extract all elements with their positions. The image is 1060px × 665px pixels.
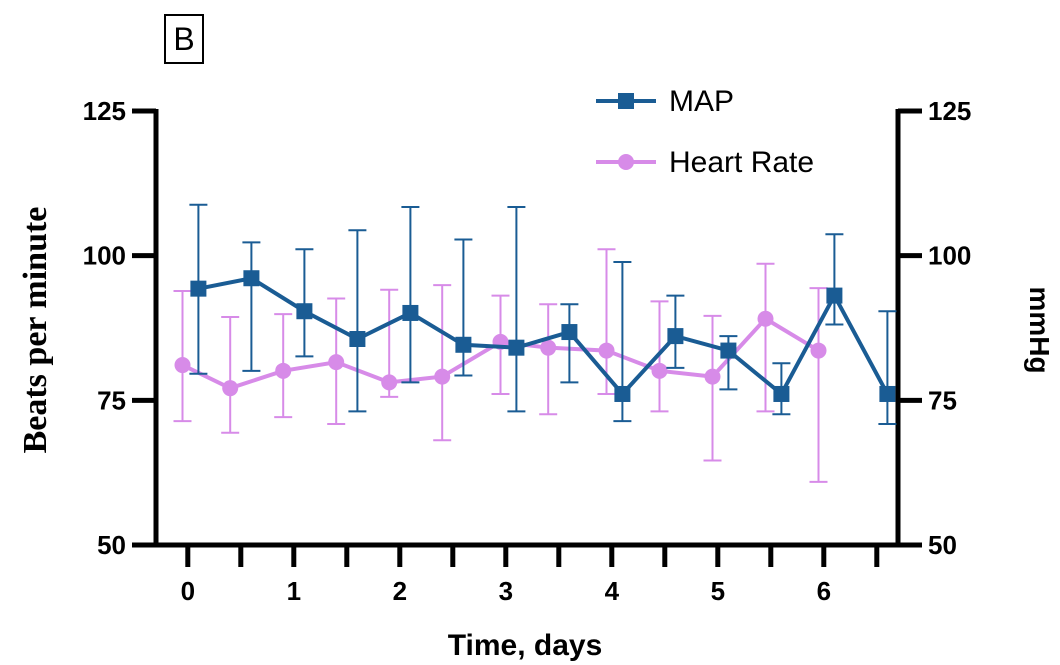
data-point [561, 324, 578, 341]
data-point [598, 342, 615, 359]
data-point [508, 339, 525, 356]
x-tick-label: 2 [393, 576, 407, 606]
data-point [879, 385, 896, 402]
y-left-tick-label: 100 [83, 241, 126, 271]
axes: 50 75 100 125 50 75 100 125 0 1 2 3 4 5 6 [83, 96, 972, 606]
data-point [190, 280, 207, 297]
data-point [826, 287, 843, 304]
series-map [189, 203, 897, 426]
data-point [651, 362, 668, 379]
data-point [614, 385, 631, 402]
legend-marker [618, 93, 634, 109]
y-left-tick-label: 50 [97, 530, 126, 560]
data-point [757, 310, 774, 327]
y-left-tick-label: 75 [97, 385, 126, 415]
data-point [720, 342, 737, 359]
data-point [275, 362, 292, 379]
y-right-tick-label: 75 [928, 385, 957, 415]
data-point [773, 385, 790, 402]
data-point [540, 339, 557, 356]
legend-label: MAP [669, 85, 734, 118]
data-point [243, 270, 260, 287]
x-tick-label: 3 [499, 576, 513, 606]
y-right-tick-label: 125 [928, 96, 971, 126]
data-point [455, 336, 472, 353]
series-layer [173, 203, 897, 483]
y-right-tick-label: 50 [928, 530, 957, 560]
x-axis-title: Time, days [448, 629, 603, 662]
data-point [810, 342, 827, 359]
data-point [704, 368, 721, 385]
data-point [328, 354, 345, 371]
data-point [381, 374, 398, 391]
series-heart-rate [173, 248, 828, 483]
legend-label: Heart Rate [669, 146, 814, 179]
y-left-tick-label: 125 [83, 96, 126, 126]
data-point [174, 357, 191, 374]
x-tick-label: 6 [817, 576, 831, 606]
data-point [402, 304, 419, 321]
x-tick-label: 5 [711, 576, 725, 606]
series-line [198, 276, 890, 398]
data-point [349, 330, 366, 347]
legend-marker [618, 154, 634, 170]
data-point [222, 380, 239, 397]
panel-label: B [164, 14, 204, 64]
legend: MAP Heart Rate [596, 85, 814, 179]
x-tick-label: 1 [287, 576, 301, 606]
y-axis-left-title: Beats per minute [17, 207, 54, 454]
y-right-tick-label: 100 [928, 241, 971, 271]
x-tick-label: 0 [181, 576, 195, 606]
y-axis-right-title: mmHg [1024, 286, 1055, 373]
data-point [296, 303, 313, 320]
data-point [667, 328, 684, 345]
x-tick-label: 4 [605, 576, 620, 606]
data-point [434, 368, 451, 385]
